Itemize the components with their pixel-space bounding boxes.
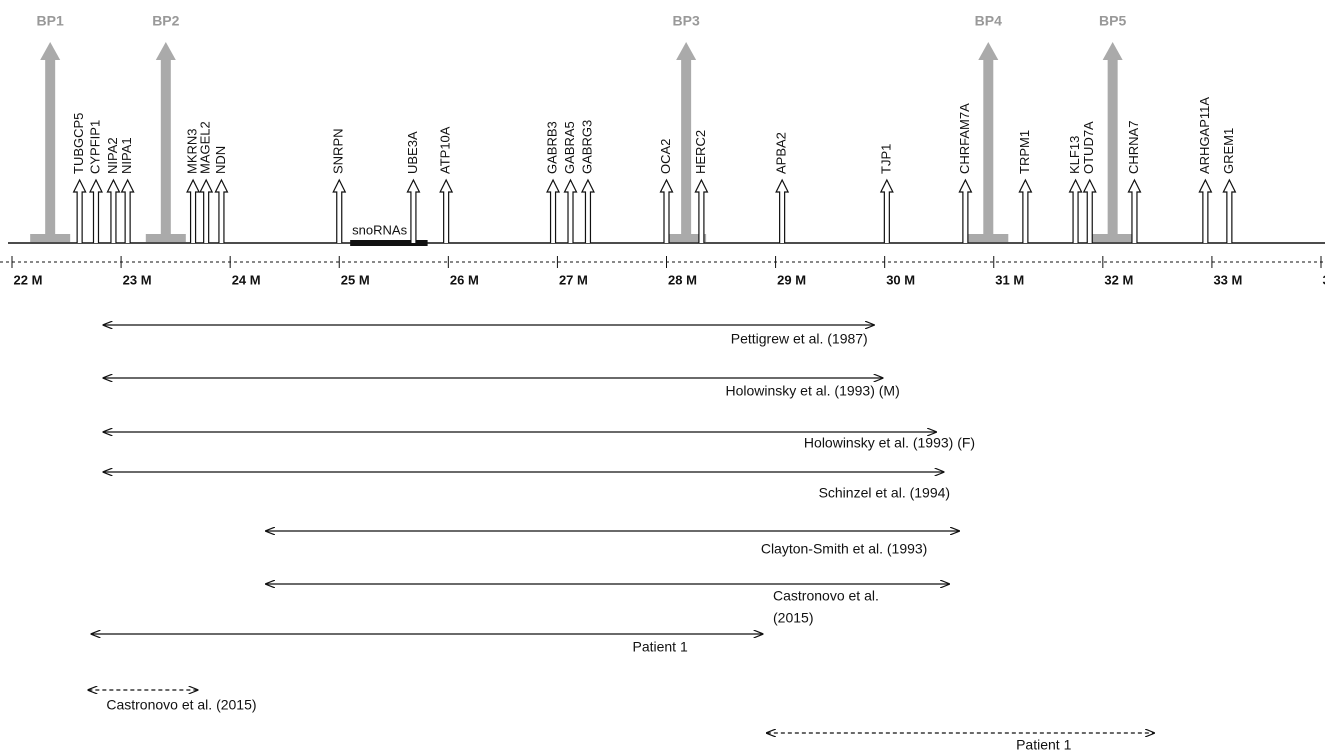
tick-label: 30 M: [886, 272, 915, 287]
breakpoint-label: BP5: [1099, 13, 1126, 29]
tick-label: 31 M: [995, 272, 1024, 287]
gene-label: MAGEL2: [198, 121, 213, 174]
breakpoint-label: BP4: [975, 13, 1002, 29]
tick-label: 26 M: [450, 272, 479, 287]
gene-label: TUBGCP5: [71, 113, 86, 174]
span-label: Clayton-Smith et al. (1993): [761, 541, 928, 557]
gene-arrow: [120, 178, 135, 243]
gene-label: SNRPN: [331, 128, 346, 174]
gene-arrow: [89, 178, 103, 243]
tick-label: 23 M: [123, 272, 152, 287]
tick-label: 24 M: [232, 272, 261, 287]
snorna-label: snoRNAs: [352, 222, 407, 237]
span-label: Castronovo et al. (2015): [106, 697, 256, 713]
gene-arrow: [1222, 178, 1237, 243]
gene-arrow: [332, 178, 347, 243]
breakpoint-shaft: [160, 58, 171, 236]
gene-label: ARHGAP11A: [1197, 97, 1212, 174]
breakpoint-shaft: [681, 58, 692, 236]
breakpoint-head: [40, 42, 61, 60]
gene-label: CYPFIP1: [87, 120, 102, 174]
breakpoint-head: [155, 42, 176, 60]
breakpoint-head: [676, 42, 697, 60]
gene-label: GABRA5: [562, 121, 577, 174]
tick-label: 25 M: [341, 272, 370, 287]
tick-label: 27 M: [559, 272, 588, 287]
gene-label: ATP10A: [438, 126, 453, 174]
gene-label: OTUD7A: [1081, 121, 1096, 174]
span-label: Pettigrew et al. (1987): [731, 331, 868, 347]
gene-arrow: [1018, 178, 1033, 243]
tick-label: 32 M: [1104, 272, 1133, 287]
breakpoint-base: [1092, 234, 1133, 242]
gene-label: NIPA1: [119, 137, 134, 174]
breakpoint-base: [968, 234, 1009, 242]
breakpoint-label: BP3: [673, 13, 700, 29]
gene-arrow: [546, 178, 561, 243]
breakpoint-shaft: [45, 58, 56, 236]
gene-label: CHRNA7: [1126, 121, 1141, 174]
gene-arrow: [1082, 178, 1097, 243]
breakpoint-base: [30, 234, 71, 242]
gene-label: TRPM1: [1017, 130, 1032, 174]
breakpoint-base: [666, 234, 707, 242]
breakpoint-head: [978, 42, 999, 60]
breakpoint-base: [145, 234, 186, 242]
gene-label: UBE3A: [405, 131, 420, 174]
gene-arrow: [439, 178, 454, 243]
snorna-bar: [350, 240, 428, 246]
breakpoint-head: [1102, 42, 1123, 60]
gene-label: KLF13: [1067, 136, 1082, 174]
gene-arrow: [659, 178, 674, 243]
breakpoint-shaft: [1107, 58, 1118, 236]
tick-label: 34 M: [1323, 272, 1325, 287]
gene-arrow: [1198, 178, 1213, 243]
gene-label: GREM1: [1221, 128, 1236, 174]
gene-arrow: [1068, 178, 1083, 243]
gene-arrow: [214, 178, 229, 243]
span-label: Castronovo et al.: [773, 588, 879, 604]
span-label: Schinzel et al. (1994): [819, 485, 951, 501]
span-label: Holowinsky et al. (1993) (M): [725, 383, 899, 399]
gene-arrow: [694, 178, 709, 243]
gene-arrow: [879, 178, 894, 243]
gene-arrow: [958, 178, 973, 243]
gene-arrow: [406, 178, 421, 243]
gene-label: CHRFAM7A: [957, 103, 972, 174]
span-label: Holowinsky et al. (1993) (F): [804, 435, 975, 451]
gene-label: NIPA2: [105, 137, 120, 174]
gene-label: MKRN3: [185, 128, 200, 174]
gene-arrow: [186, 178, 201, 243]
breakpoint-label: BP1: [37, 13, 64, 29]
gene-label: APBA2: [774, 132, 789, 174]
tick-label: 29 M: [777, 272, 806, 287]
gene-arrow: [199, 178, 214, 243]
gene-arrow: [1127, 178, 1142, 243]
tick-label: 33 M: [1213, 272, 1242, 287]
gene-arrow: [106, 178, 121, 243]
span-label: Patient 1: [1016, 737, 1071, 753]
gene-arrow: [72, 178, 87, 243]
gene-label: GABRB3: [544, 121, 559, 174]
gene-arrow: [580, 178, 595, 243]
breakpoint-shaft: [983, 58, 994, 236]
span-label: Patient 1: [632, 639, 687, 655]
breakpoint-label: BP2: [152, 13, 179, 29]
tick-label: 28 M: [668, 272, 697, 287]
tick-label: 22 M: [14, 272, 43, 287]
gene-label: TJP1: [878, 144, 893, 174]
gene-label: GABRG3: [579, 120, 594, 174]
gene-arrow: [775, 178, 790, 243]
span-label: (2015): [773, 610, 813, 626]
gene-label: HERC2: [693, 130, 708, 174]
gene-label: OCA2: [658, 139, 673, 174]
gene-arrow: [563, 178, 578, 243]
gene-label: NDN: [213, 146, 228, 174]
